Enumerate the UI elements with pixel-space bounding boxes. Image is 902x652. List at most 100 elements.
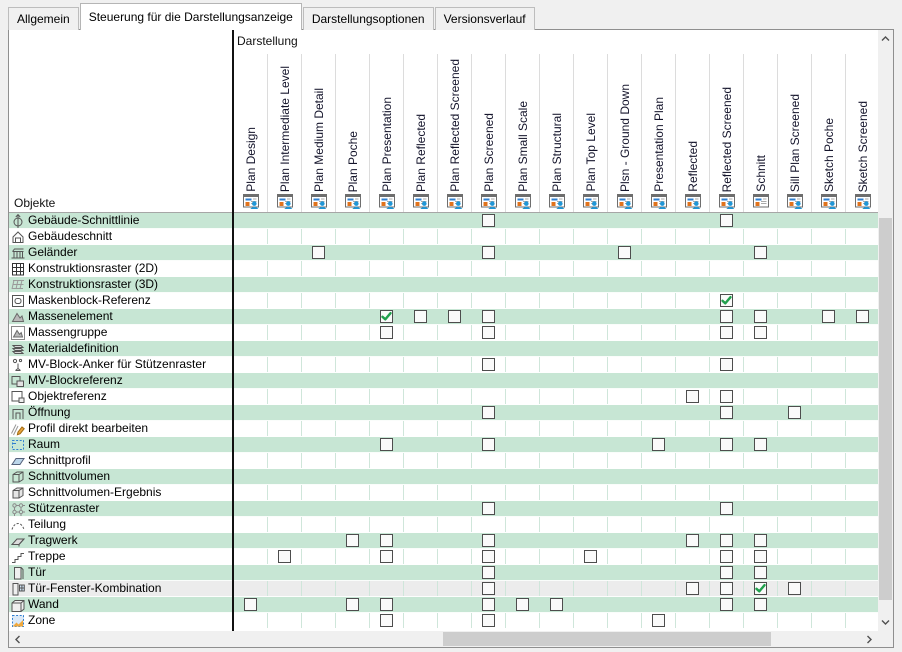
cell-checkbox-ffnung-col8[interactable] [482,406,495,419]
cell-checkbox-mv-block-anker-f-r-st-tzenraster-col8[interactable] [482,358,495,371]
vertical-scrollbar-thumb[interactable] [879,218,892,600]
cell-checkbox-massengruppe-col5[interactable] [380,326,393,339]
table-row-maskenblock-referenz[interactable]: Maskenblock-Referenz [9,293,878,309]
cell-checkbox-wand-col1[interactable] [244,598,257,611]
table-row-materialdefinition[interactable]: Materialdefinition [9,341,878,357]
cell-checkbox-t-r-fenster-kombination-col14[interactable] [686,582,699,595]
cell-checkbox-raum-col15[interactable] [720,438,733,451]
cell-checkbox-raum-col13[interactable] [652,438,665,451]
cell-checkbox-gel-nder-col8[interactable] [482,246,495,259]
cell-checkbox-massengruppe-col15[interactable] [720,326,733,339]
cell-checkbox-objektreferenz-col14[interactable] [686,390,699,403]
cell-checkbox-massenelement-col19[interactable] [856,310,869,323]
cell-checkbox-gel-nder-col16[interactable] [754,246,767,259]
table-row-schnittvolumen-ergebnis[interactable]: Schnittvolumen-Ergebnis [9,485,878,501]
cell-checkbox-massenelement-col16[interactable] [754,310,767,323]
cell-checkbox-geb-ude-schnittlinie-col15[interactable] [720,214,733,227]
cell-checkbox-treppe-col8[interactable] [482,550,495,563]
cell-checkbox-tragwerk-col8[interactable] [482,534,495,547]
table-row-massengruppe[interactable]: Massengruppe [9,325,878,341]
cell-checkbox-massenelement-col15[interactable] [720,310,733,323]
table-row-teilung[interactable]: Teilung [9,517,878,533]
horizontal-scrollbar-thumb[interactable] [443,632,771,646]
cell-checkbox-massenelement-col18[interactable] [822,310,835,323]
cell-checkbox-tragwerk-col5[interactable] [380,534,393,547]
scroll-down-button[interactable] [878,614,893,631]
table-row-schnittprofil[interactable]: Schnittprofil [9,453,878,469]
table-row-st-tzenraster[interactable]: Stützenraster [9,501,878,517]
cell-checkbox-st-tzenraster-col15[interactable] [720,502,733,515]
table-row-konstruktionsraster-2d[interactable]: Konstruktionsraster (2D) [9,261,878,277]
cell-checkbox-ffnung-col15[interactable] [720,406,733,419]
cell-checkbox-massenelement-col8[interactable] [482,310,495,323]
cell-checkbox-wand-col15[interactable] [720,598,733,611]
table-row-raum[interactable]: Raum [9,437,878,453]
cell-checkbox-t-r-fenster-kombination-col8[interactable] [482,582,495,595]
table-row-wand[interactable]: Wand [9,597,878,613]
cell-checkbox-zone-col13[interactable] [652,614,665,627]
cell-checkbox-mv-block-anker-f-r-st-tzenraster-col15[interactable] [720,358,733,371]
tab-allgemein[interactable]: Allgemein [8,7,79,30]
table-row-konstruktionsraster-3d[interactable]: Konstruktionsraster (3D) [9,277,878,293]
tab-darstellungsoptionen[interactable]: Darstellungsoptionen [302,7,434,30]
cell-checkbox-treppe-col15[interactable] [720,550,733,563]
cell-checkbox-geb-ude-schnittlinie-col8[interactable] [482,214,495,227]
table-row-t-r[interactable]: Tür [9,565,878,581]
cell-checkbox-wand-col10[interactable] [550,598,563,611]
cell-checkbox-wand-col4[interactable] [346,598,359,611]
cell-checkbox-massenelement-col7[interactable] [448,310,461,323]
cell-checkbox-maskenblock-referenz-col15[interactable] [720,294,733,307]
table-row-mv-block-anker-f-r-st-tzenraster[interactable]: MV-Block-Anker für Stützenraster [9,357,878,373]
cell-checkbox-wand-col8[interactable] [482,598,495,611]
cell-checkbox-wand-col16[interactable] [754,598,767,611]
cell-checkbox-zone-col8[interactable] [482,614,495,627]
tab-versionsverlauf[interactable]: Versionsverlauf [434,7,535,30]
scroll-left-button[interactable] [9,631,26,647]
tab-steuerung-f-r-die-darstellungsanzeige[interactable]: Steuerung für die Darstellungsanzeige [79,3,302,30]
cell-checkbox-treppe-col11[interactable] [584,550,597,563]
cell-checkbox-gel-nder-col3[interactable] [312,246,325,259]
cell-checkbox-tragwerk-col16[interactable] [754,534,767,547]
cell-checkbox-tragwerk-col15[interactable] [720,534,733,547]
table-row-t-r-fenster-kombination[interactable]: Tür-Fenster-Kombination [9,581,878,597]
cell-checkbox-treppe-col16[interactable] [754,550,767,563]
cell-checkbox-raum-col8[interactable] [482,438,495,451]
cell-checkbox-massenelement-col5[interactable] [380,310,393,323]
cell-checkbox-tragwerk-col14[interactable] [686,534,699,547]
cell-checkbox-treppe-col2[interactable] [278,550,291,563]
table-row-objektreferenz[interactable]: Objektreferenz [9,389,878,405]
cell-checkbox-wand-col5[interactable] [380,598,393,611]
vertical-scrollbar[interactable] [878,30,893,631]
cell-checkbox-massenelement-col6[interactable] [414,310,427,323]
table-row-profil-direkt-bearbeiten[interactable]: Profil direkt bearbeiten [9,421,878,437]
cell-checkbox-massengruppe-col16[interactable] [754,326,767,339]
table-row-schnittvolumen[interactable]: Schnittvolumen [9,469,878,485]
horizontal-scrollbar[interactable] [9,631,878,647]
cell-checkbox-t-r-col15[interactable] [720,566,733,579]
cell-checkbox-t-r-col8[interactable] [482,566,495,579]
cell-checkbox-zone-col5[interactable] [380,614,393,627]
table-row-mv-blockreferenz[interactable]: MV-Blockreferenz [9,373,878,389]
scroll-right-button[interactable] [861,631,878,647]
cell-checkbox-t-r-fenster-kombination-col17[interactable] [788,582,801,595]
table-row-zone[interactable]: Zone [9,613,878,629]
cell-checkbox-st-tzenraster-col8[interactable] [482,502,495,515]
table-row-gel-nder[interactable]: Geländer [9,245,878,261]
cell-checkbox-ffnung-col17[interactable] [788,406,801,419]
table-row-geb-udeschnitt[interactable]: Gebäudeschnitt [9,229,878,245]
cell-checkbox-objektreferenz-col15[interactable] [720,390,733,403]
table-row-tragwerk[interactable]: Tragwerk [9,533,878,549]
scroll-up-button[interactable] [878,30,893,47]
table-row-massenelement[interactable]: Massenelement [9,309,878,325]
cell-checkbox-treppe-col5[interactable] [380,550,393,563]
cell-checkbox-t-r-col16[interactable] [754,566,767,579]
cell-checkbox-raum-col16[interactable] [754,438,767,451]
cell-checkbox-raum-col5[interactable] [380,438,393,451]
cell-checkbox-tragwerk-col4[interactable] [346,534,359,547]
table-row-geb-ude-schnittlinie[interactable]: Gebäude-Schnittlinie [9,213,878,229]
cell-checkbox-gel-nder-col12[interactable] [618,246,631,259]
cell-checkbox-t-r-fenster-kombination-col16[interactable] [754,582,767,595]
cell-checkbox-massengruppe-col8[interactable] [482,326,495,339]
cell-checkbox-wand-col9[interactable] [516,598,529,611]
table-row-treppe[interactable]: Treppe [9,549,878,565]
